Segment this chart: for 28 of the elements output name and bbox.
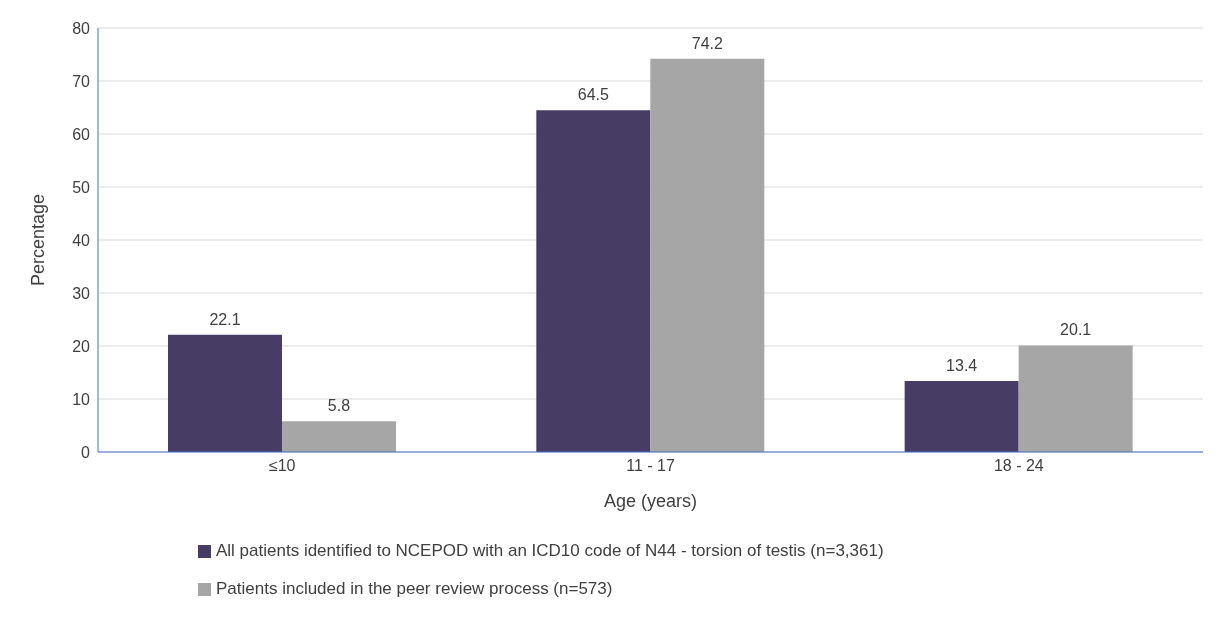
y-tick-label: 20 [72,337,91,355]
x-axis-title: Age (years) [603,491,698,511]
y-tick-label: 70 [72,72,91,90]
y-axis-title: Percentage [28,193,49,287]
y-tick-label: 60 [72,125,91,143]
data-label: 13.4 [946,356,978,374]
x-tick-label: 18 - 24 [993,457,1044,475]
bar [650,58,765,452]
bar [904,380,1019,452]
data-label: 64.5 [577,86,609,104]
y-tick-label: 30 [72,284,91,302]
y-tick-label: 40 [72,231,91,249]
y-tick-label: 50 [72,178,91,196]
y-tick-label: 80 [72,19,91,37]
y-tick-label: 10 [72,390,91,408]
legend-label: Patients included in the peer review process (n=573) [216,578,613,600]
data-label: 22.1 [209,310,241,328]
bar [167,334,282,452]
data-label: 20.1 [1060,321,1092,339]
x-tick-label: ≤10 [268,457,296,475]
y-tick-label: 0 [81,443,91,461]
bar [1018,345,1133,452]
data-label: 74.2 [691,34,723,52]
bar [281,421,396,452]
data-label: 5.8 [327,397,351,415]
bar [536,110,651,452]
legend-label: All patients identified to NCEPOD with an ICD10 code of N44 - torsion of testis (n=3,361) [216,540,884,562]
x-tick-label: 11 - 17 [626,457,675,475]
